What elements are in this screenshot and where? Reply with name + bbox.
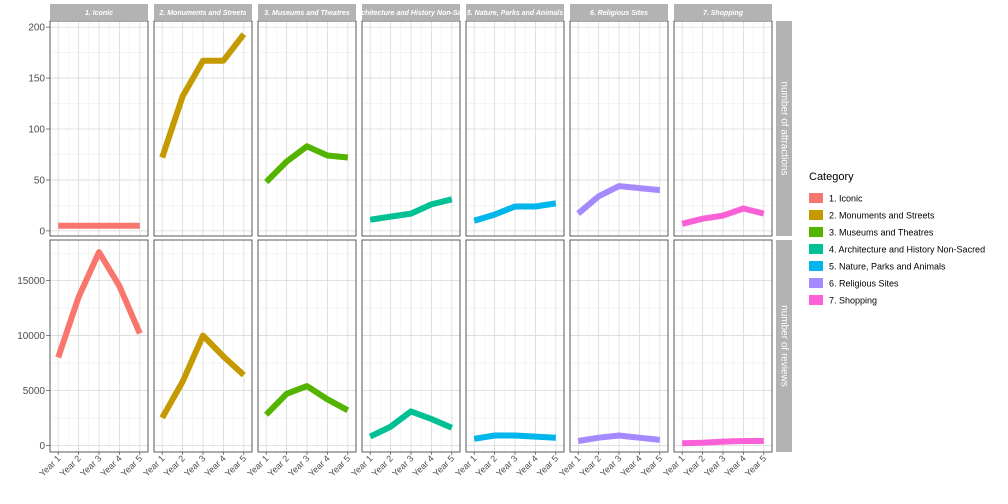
row-strip-number-of-attractions <box>776 21 792 236</box>
facet-strip-2 <box>154 4 252 20</box>
legend-swatch-7 <box>809 295 823 305</box>
legend-label-6: 6. Religious Sites <box>829 279 899 289</box>
y-tick-label: 200 <box>28 23 45 34</box>
x-tick-label: Year 5 <box>223 453 248 478</box>
legend-swatch-3 <box>809 227 823 237</box>
x-tick-label: Year 1 <box>141 453 166 478</box>
legend-label-7: 7. Shopping <box>829 296 877 306</box>
x-tick-label: Year 2 <box>162 453 187 478</box>
series-line-4-number-of-attractions <box>369 196 453 223</box>
panel-border <box>361 20 461 237</box>
x-tick-label: Year 2 <box>682 453 707 478</box>
series-line-7-number-of-reviews <box>682 438 764 447</box>
series-line-1-number-of-reviews <box>55 249 143 359</box>
series-line-3-number-of-attractions <box>264 143 349 185</box>
y-tick-label: 10000 <box>17 331 45 342</box>
series-line-4-number-of-reviews <box>368 408 453 440</box>
facet-strip-3 <box>258 4 356 20</box>
x-tick-label: Year 3 <box>182 453 207 478</box>
facet-strip-label-1: 1. Iconic <box>85 10 113 17</box>
row-strip-number-of-reviews <box>776 240 792 452</box>
y-tick-label: 5000 <box>23 386 46 397</box>
series-line-5-number-of-reviews <box>473 432 556 442</box>
legend-label-2: 2. Monuments and Streets <box>829 211 935 221</box>
facet-strip-1 <box>50 4 148 20</box>
x-tick-label: Year 2 <box>578 453 603 478</box>
facet-strip-label-5: 5. Nature, Parks and Animals <box>467 10 563 17</box>
legend-label-5: 5. Nature, Parks and Animals <box>829 262 946 272</box>
y-tick-label: 100 <box>28 125 45 136</box>
legend-label-1: 1. Iconic <box>829 194 863 204</box>
series-line-6-number-of-attractions <box>576 183 661 216</box>
legend-swatch-6 <box>809 278 823 288</box>
facet-strip-6 <box>570 4 668 20</box>
x-tick-label: Year 5 <box>639 453 664 478</box>
x-tick-label: Year 3 <box>494 453 519 478</box>
legend-swatch-2 <box>809 210 823 220</box>
x-tick-label: Year 2 <box>474 453 499 478</box>
x-tick-label: Year 2 <box>266 453 291 478</box>
x-tick-label: Year 4 <box>203 453 228 478</box>
legend-label-4: 4. Architecture and History Non-Sacred <box>829 245 985 255</box>
x-tick-label: Year 3 <box>702 453 727 478</box>
y-tick-label: 150 <box>28 74 45 85</box>
y-tick-label: 0 <box>39 226 45 237</box>
y-tick-label: 0 <box>39 441 45 452</box>
series-line-2-number-of-attractions <box>159 32 247 159</box>
x-tick-label: Year 3 <box>390 453 415 478</box>
series-line-5-number-of-attractions <box>473 200 557 224</box>
facet-strip-label-4: 4. Architecture and History Non-Sacred <box>345 10 477 17</box>
panel-border <box>673 20 773 237</box>
facet-strip-label-7: 7. Shopping <box>703 10 744 17</box>
series-line-7-number-of-attractions <box>681 205 765 227</box>
x-tick-label: Year 1 <box>661 453 686 478</box>
legend-swatch-4 <box>809 244 823 254</box>
panel-border <box>49 20 149 237</box>
x-tick-label: Year 1 <box>349 453 374 478</box>
x-tick-label: Year 1 <box>453 453 478 478</box>
legend-label-3: 3. Museums and Theatres <box>829 228 934 238</box>
series-line-3-number-of-reviews <box>264 383 350 417</box>
x-tick-label: Year 4 <box>723 453 748 478</box>
x-tick-label: Year 3 <box>598 453 623 478</box>
facet-strip-label-6: 6. Religious Sites <box>590 10 648 17</box>
x-tick-label: Year 2 <box>58 453 83 478</box>
x-tick-label: Year 1 <box>557 453 582 478</box>
panel-border <box>257 20 357 237</box>
facet-strip-7 <box>674 4 772 20</box>
x-tick-label: Year 3 <box>78 453 103 478</box>
x-tick-label: Year 5 <box>535 453 560 478</box>
panel-border <box>569 20 669 237</box>
legend-title: Category <box>809 171 854 183</box>
y-tick-label: 15000 <box>17 276 45 287</box>
x-tick-label: Year 4 <box>307 453 332 478</box>
x-tick-label: Year 5 <box>327 453 352 478</box>
legend-swatch-1 <box>809 193 823 203</box>
x-tick-label: Year 4 <box>99 453 124 478</box>
panel-border <box>153 20 253 237</box>
x-tick-label: Year 2 <box>370 453 395 478</box>
panel-border <box>465 20 565 237</box>
x-tick-label: Year 5 <box>431 453 456 478</box>
x-tick-label: Year 4 <box>411 453 436 478</box>
x-tick-label: Year 5 <box>119 453 144 478</box>
facet-strip-label-2: 2. Monuments and Streets <box>158 10 246 17</box>
x-tick-label: Year 5 <box>743 453 768 478</box>
row-strip-label-number-of-reviews: number of reviews <box>778 305 789 387</box>
row-strip-label-number-of-attractions: number of attractions <box>778 82 789 176</box>
x-tick-label: Year 1 <box>245 453 270 478</box>
series-line-6-number-of-reviews <box>577 432 661 444</box>
facet-strip-5 <box>466 4 564 20</box>
series-line-2-number-of-reviews <box>159 332 246 420</box>
x-tick-label: Year 4 <box>515 453 540 478</box>
x-tick-label: Year 1 <box>37 453 62 478</box>
legend-swatch-5 <box>809 261 823 271</box>
x-tick-label: Year 4 <box>619 453 644 478</box>
y-tick-label: 50 <box>34 175 46 186</box>
x-tick-label: Year 3 <box>286 453 311 478</box>
facet-strip-4 <box>362 4 460 20</box>
facet-strip-label-3: 3. Museums and Theatres <box>264 10 350 17</box>
